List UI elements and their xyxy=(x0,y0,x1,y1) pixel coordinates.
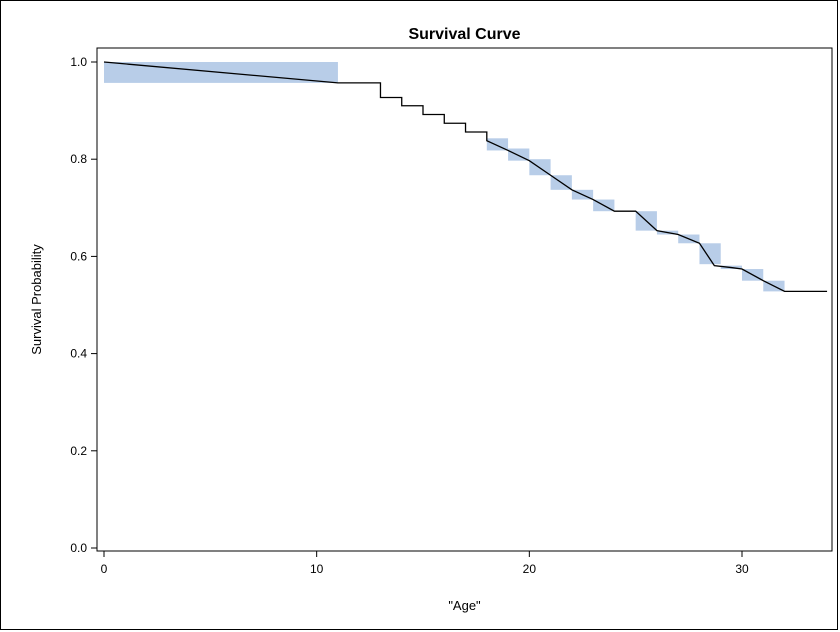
y-tick-label-1: 0.2 xyxy=(70,444,87,458)
x-tick-label-2: 20 xyxy=(523,562,537,576)
confidence-band-10 xyxy=(699,243,721,265)
x-axis-label: "Age" xyxy=(448,598,481,613)
x-axis-ticks: 0 10 20 30 xyxy=(101,551,749,576)
plot-area-border xyxy=(96,47,833,552)
survival-curve-line xyxy=(103,61,828,293)
confidence-bands xyxy=(104,62,785,292)
y-axis-ticks: 0.0 0.2 0.4 0.6 0.8 1.0 xyxy=(70,55,97,555)
chart-title: Survival Curve xyxy=(408,26,520,43)
x-tick-label-0: 0 xyxy=(101,562,108,576)
x-tick-label-1: 10 xyxy=(310,562,324,576)
y-tick-label-3: 0.6 xyxy=(70,249,87,263)
y-axis-label: Survival Probability xyxy=(29,244,44,355)
y-tick-label-0: 0.0 xyxy=(70,541,87,555)
y-tick-label-5: 1.0 xyxy=(70,55,87,69)
y-tick-label-4: 0.8 xyxy=(70,152,87,166)
y-tick-label-2: 0.4 xyxy=(70,347,87,361)
x-tick-label-3: 30 xyxy=(735,562,749,576)
